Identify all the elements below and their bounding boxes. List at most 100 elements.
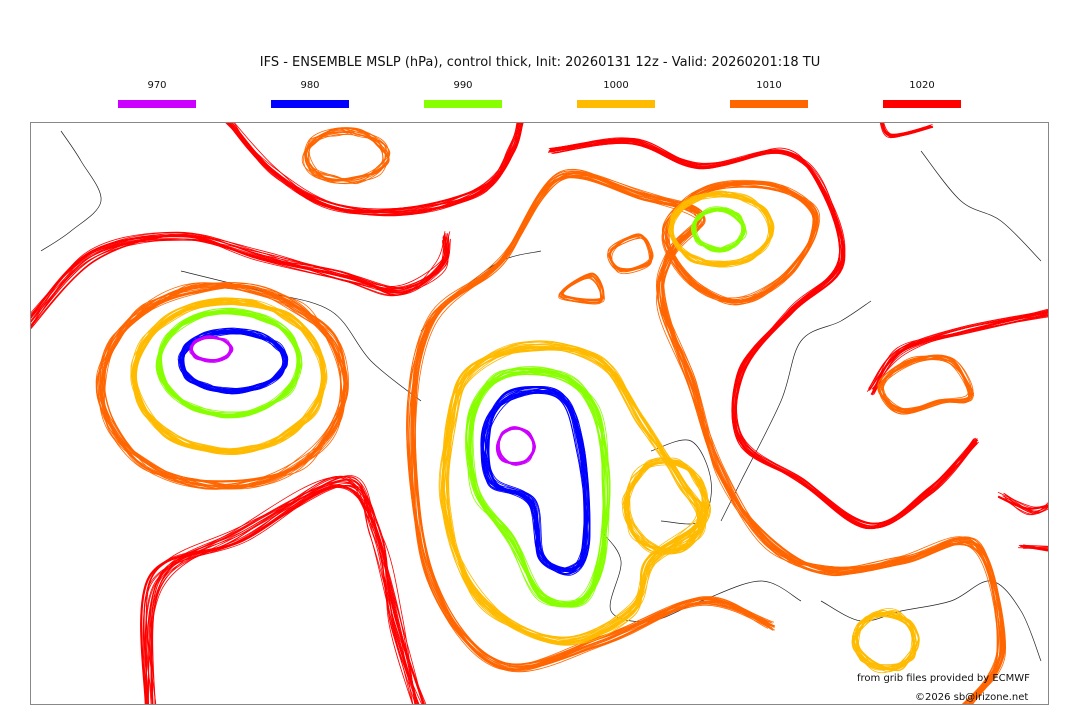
isobar-1020 — [234, 123, 522, 216]
isobar-1000 — [669, 194, 774, 267]
isobar-1010 — [561, 274, 605, 304]
isobar-1000 — [130, 303, 323, 452]
isobar-1020 — [882, 123, 931, 138]
isobar-1020 — [1002, 497, 1048, 515]
legend-990: 990 — [424, 80, 502, 108]
isobar-980 — [182, 330, 288, 391]
isobar-1020 — [229, 123, 520, 213]
isobar-1020 — [143, 487, 427, 704]
isobar-1020 — [228, 123, 521, 213]
coastline — [920, 150, 1042, 262]
isobar-1010 — [306, 132, 389, 180]
isobar-1020 — [553, 139, 978, 528]
isobar-1010 — [414, 171, 998, 704]
isobar-1020 — [146, 479, 418, 704]
isobar-1020 — [550, 140, 978, 530]
isobar-1000 — [623, 458, 707, 554]
coastline — [720, 300, 872, 522]
isobar-1000 — [444, 341, 702, 643]
isobar-1010 — [882, 355, 970, 412]
isobar-1020 — [31, 231, 446, 317]
chart-title: IFS - ENSEMBLE MSLP (hPa), control thick… — [259, 55, 821, 70]
isobar-1020 — [150, 483, 416, 704]
isobar-980 — [180, 332, 288, 393]
isobar-1020 — [143, 485, 419, 704]
isobar-1000 — [621, 459, 705, 550]
isobar-1000 — [622, 459, 708, 554]
isobar-1020 — [150, 485, 419, 704]
isobar-1020 — [552, 137, 976, 528]
legend-label: 1010 — [756, 80, 782, 91]
isobar-1020 — [548, 140, 976, 529]
legend-970: 970 — [118, 80, 196, 108]
isobar-1020 — [1003, 492, 1048, 514]
isobar-990 — [158, 310, 299, 413]
isobar-1020 — [230, 123, 524, 211]
isobar-1000 — [671, 191, 774, 264]
legend-1000: 1000 — [577, 80, 655, 108]
isobar-1020 — [147, 475, 416, 704]
isobar-1020 — [1003, 498, 1048, 515]
legend-label: 1000 — [603, 80, 629, 91]
isobar-980 — [486, 388, 585, 575]
isobar-1020 — [549, 141, 979, 525]
isobar-1010 — [411, 172, 1006, 704]
isobar-1010 — [879, 355, 972, 415]
isobar-1010 — [307, 129, 385, 184]
isobar-1020 — [1023, 546, 1048, 549]
copyright: ©2026 sb@irizone.net — [915, 692, 1029, 703]
isobar-1020 — [1002, 495, 1048, 512]
isobar-1010 — [101, 282, 345, 490]
isobar-1010 — [877, 358, 973, 414]
isobar-1020 — [997, 491, 1048, 508]
isobar-1020 — [869, 311, 1048, 389]
isobar-1020 — [1021, 546, 1048, 550]
isobar-1010 — [407, 172, 999, 704]
isobar-990 — [156, 311, 300, 417]
isobar-1020 — [140, 485, 425, 704]
isobar-1000 — [669, 193, 772, 268]
isobar-1010 — [877, 359, 975, 411]
isobar-1020 — [548, 140, 975, 527]
isobar-1020 — [1003, 492, 1048, 513]
isobar-1000 — [441, 344, 700, 645]
isobar-1020 — [866, 309, 1048, 393]
isobar-1020 — [150, 485, 419, 704]
isobar-1020 — [549, 141, 977, 525]
isobar-980 — [181, 329, 284, 394]
isobar-1020 — [549, 138, 978, 524]
isobar-1000 — [628, 457, 710, 551]
isobar-1010 — [662, 181, 815, 302]
isobar-1010 — [101, 284, 342, 488]
isobar-1020 — [872, 315, 1048, 393]
isobar-1010 — [562, 276, 602, 303]
isobar-1020 — [548, 138, 978, 525]
isobar-1020 — [552, 139, 978, 524]
isobar-1010 — [103, 287, 348, 482]
isobar-1020 — [868, 312, 1048, 391]
isobar-1010 — [100, 285, 348, 489]
legend-label: 990 — [453, 80, 473, 91]
legend-1010: 1010 — [730, 80, 808, 108]
isobar-1010 — [879, 355, 970, 413]
isobar-1020 — [550, 142, 978, 524]
isobars — [31, 123, 1048, 704]
legend-swatch — [577, 100, 655, 108]
isobar-1020 — [553, 141, 974, 525]
isobar-1010 — [304, 131, 390, 182]
isobar-1010 — [413, 170, 1006, 704]
isobar-1020 — [31, 235, 451, 328]
isobar-1000 — [134, 300, 325, 453]
legend-swatch — [730, 100, 808, 108]
legend-1020: 1020 — [883, 80, 961, 108]
isobar-1020 — [31, 233, 448, 322]
legend-swatch — [118, 100, 196, 108]
isobar-1020 — [551, 142, 975, 524]
isobar-1010 — [560, 272, 605, 301]
legend-swatch — [424, 100, 502, 108]
isobar-1020 — [31, 234, 451, 319]
isobar-1020 — [1023, 544, 1048, 547]
isobar-1020 — [547, 138, 975, 529]
isobar-1020 — [883, 123, 931, 136]
isobar-980 — [481, 392, 589, 574]
